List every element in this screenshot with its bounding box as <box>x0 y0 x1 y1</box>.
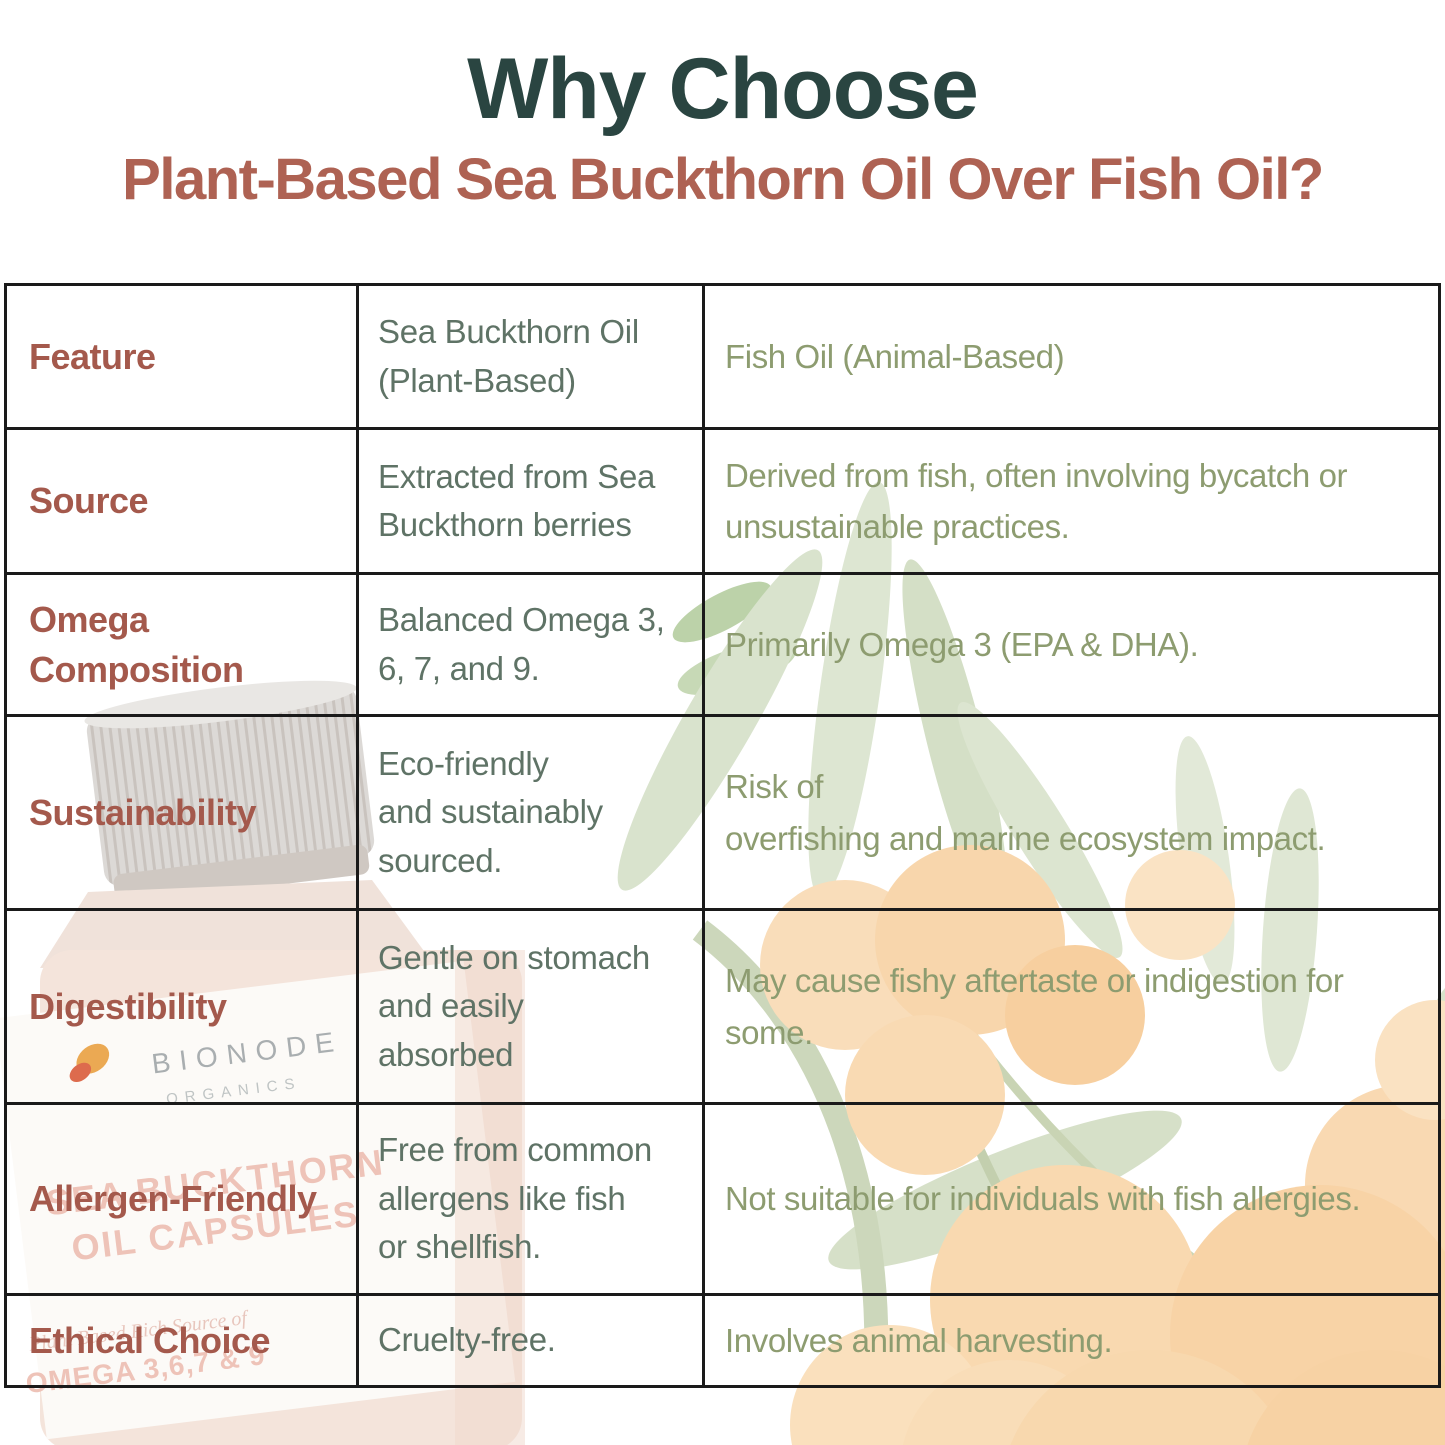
plant-header-cell: Sea Buckthorn Oil (Plant-Based) <box>359 286 705 430</box>
allergen-fish-text: Not suitable for individuals with fish a… <box>725 1180 1361 1218</box>
source-label-cell: Source <box>7 430 359 575</box>
allergen-label-cell: Allergen-Friendly <box>7 1105 359 1296</box>
source-plant-cell: Extracted from Sea Buckthorn berries <box>359 430 705 575</box>
sustainability-label-cell: Sustainability <box>7 717 359 911</box>
omega-fish-text: Primarily Omega 3 (EPA & DHA). <box>725 625 1199 663</box>
plant-header-label: Sea Buckthorn Oil (Plant-Based) <box>378 313 639 399</box>
digestibility-plant-cell: Gentle on stomach and easily absorbed <box>359 911 705 1105</box>
sustainability-fish-cell: Risk of overfishing and marine ecosystem… <box>705 717 1438 911</box>
allergen-fish-cell: Not suitable for individuals with fish a… <box>705 1105 1438 1296</box>
digestibility-fish-cell: May cause fishy aftertaste or indigestio… <box>705 911 1438 1105</box>
sustainability-fish-text: Risk of overfishing and marine ecosystem… <box>725 768 1326 857</box>
sustainability-label: Sustainability <box>29 791 257 833</box>
omega-plant-cell: Balanced Omega 3, 6, 7, and 9. <box>359 575 705 717</box>
jar-edge-shade <box>455 950 525 1445</box>
source-fish-cell: Derived from fish, often involving bycat… <box>705 430 1438 575</box>
omega-plant-text: Balanced Omega 3, 6, 7, and 9. <box>378 601 665 687</box>
sustainability-plant-cell: Eco-friendly and sustainably sourced. <box>359 717 705 911</box>
allergen-plant-cell: Free from common allergens like fish or … <box>359 1105 705 1296</box>
fish-header-cell: Fish Oil (Animal-Based) <box>705 286 1438 430</box>
ethical-plant-text: Cruelty-free. <box>378 1321 556 1359</box>
ethical-fish-cell: Involves animal harvesting. <box>705 1296 1438 1385</box>
sustainability-plant-text: Eco-friendly and sustainably sourced. <box>378 744 603 879</box>
jar-illustration: BIONODE ORGANICS SEA BUCKTHORN OIL CAPSU… <box>0 680 525 1445</box>
allergen-plant-text: Free from common allergens like fish or … <box>378 1131 652 1266</box>
feature-header-cell: Feature <box>7 286 359 430</box>
source-label: Source <box>29 480 149 522</box>
omega-fish-cell: Primarily Omega 3 (EPA & DHA). <box>705 575 1438 717</box>
brand-logo-icon <box>69 1043 110 1083</box>
jar-shoulder <box>40 880 432 968</box>
feature-header-label: Feature <box>29 335 156 377</box>
source-plant-text: Extracted from Sea Buckthorn berries <box>378 457 656 544</box>
ethical-label-cell: Ethical Choice <box>7 1296 359 1385</box>
digestibility-fish-text: May cause fishy aftertaste or indigestio… <box>725 962 1344 1051</box>
source-fish-text: Derived from fish, often involving bycat… <box>725 456 1348 545</box>
digestibility-plant-text: Gentle on stomach and easily absorbed <box>378 938 650 1073</box>
ethical-fish-text: Involves animal harvesting. <box>725 1321 1113 1359</box>
branch-illustration <box>617 482 1445 1445</box>
omega-label: Omega Composition <box>29 598 244 690</box>
page-title: Why Choose <box>467 41 979 137</box>
comparison-table: Feature Sea Buckthorn Oil (Plant-Based) … <box>4 283 1441 1388</box>
fish-header-label: Fish Oil (Animal-Based) <box>725 337 1065 375</box>
omega-label-cell: Omega Composition <box>7 575 359 717</box>
page-subtitle: Plant-Based Sea Buckthorn Oil Over Fish … <box>122 147 1324 212</box>
ethical-plant-cell: Cruelty-free. <box>359 1296 705 1385</box>
allergen-label: Allergen-Friendly <box>29 1178 317 1220</box>
berries-illustration <box>760 845 1445 1445</box>
digestibility-label-cell: Digestibility <box>7 911 359 1105</box>
ethical-label: Ethical Choice <box>29 1319 271 1361</box>
digestibility-label: Digestibility <box>29 985 227 1027</box>
jar-label: BIONODE ORGANICS SEA BUCKTHORN OIL CAPSU… <box>0 960 516 1440</box>
